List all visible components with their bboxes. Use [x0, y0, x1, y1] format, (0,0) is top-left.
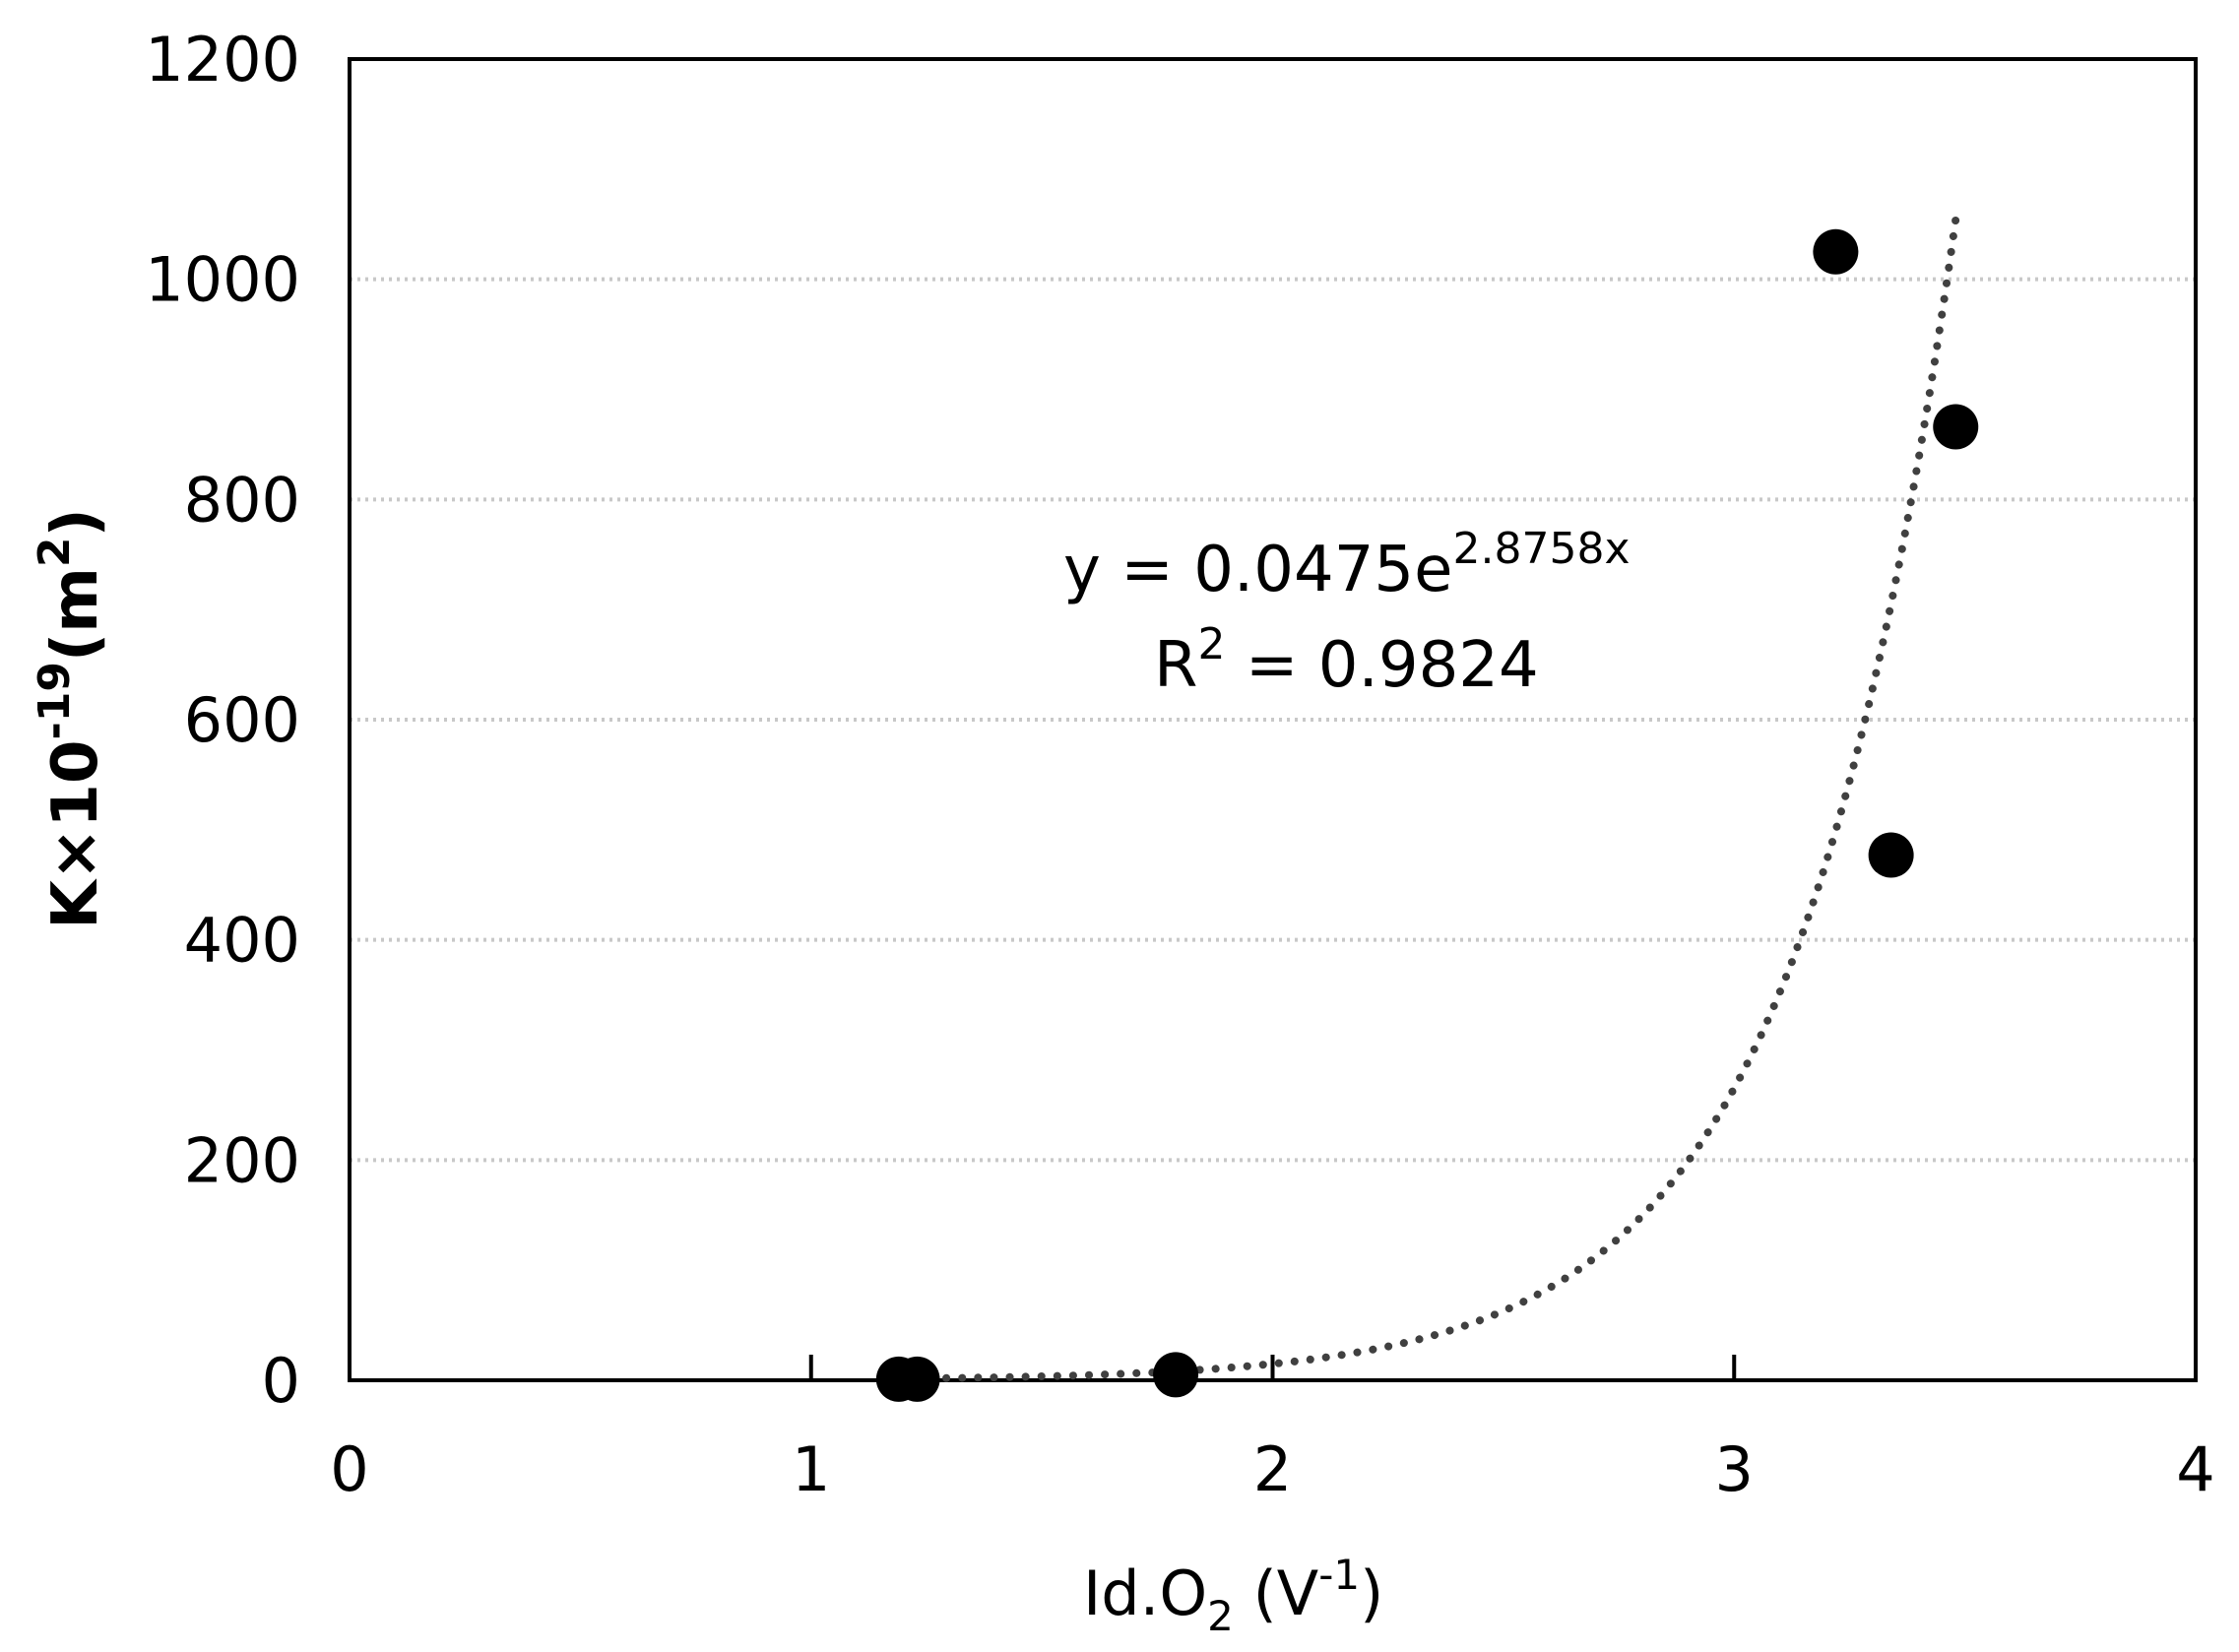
- data-point: [1153, 1352, 1199, 1398]
- x-tick-label: 2: [1253, 1433, 1292, 1505]
- x-tick-label: 4: [2176, 1433, 2214, 1505]
- x-tick-label: 1: [792, 1433, 830, 1505]
- axis-ticks: 0 200 400 600 800 1000 1200 0 1 2 3 4: [145, 24, 2215, 1505]
- data-point: [1933, 404, 1979, 450]
- y-tick-label: 800: [184, 464, 300, 536]
- trendline: [894, 215, 1960, 1383]
- y-tick-label: 600: [184, 684, 300, 756]
- trendline-equation: y = 0.0475e2.8758x: [1063, 524, 1631, 606]
- x-axis-title: Id.O2 (V-1): [1083, 1551, 1383, 1640]
- y-tick-label: 0: [262, 1345, 300, 1417]
- x-tick-label: 3: [1715, 1433, 1754, 1505]
- y-tick-label: 400: [184, 905, 300, 977]
- y-tick-label: 1000: [145, 244, 300, 316]
- y-axis-title: K×10-19(m2): [30, 508, 112, 929]
- trendline-layer: [894, 215, 1960, 1383]
- data-point: [1868, 832, 1914, 878]
- data-point: [894, 1356, 940, 1402]
- x-tick-label: 0: [330, 1433, 368, 1505]
- y-tick-label: 1200: [145, 24, 300, 95]
- gridlines: [350, 277, 2196, 1163]
- data-point: [1813, 228, 1859, 275]
- data-points: [875, 228, 1979, 1402]
- y-tick-label: 200: [184, 1124, 300, 1196]
- r-squared-label: R2 = 0.9824: [1154, 619, 1539, 702]
